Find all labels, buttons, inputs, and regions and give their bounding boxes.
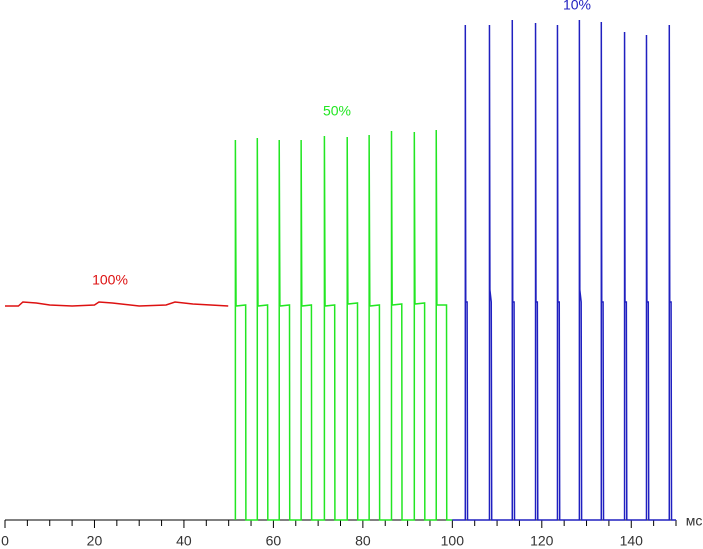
series-line xyxy=(452,19,676,521)
series-label: 50% xyxy=(323,103,351,119)
x-tick-label: 40 xyxy=(176,533,192,549)
series-label: 100% xyxy=(92,272,128,288)
x-tick-label: 0 xyxy=(1,533,9,549)
x-tick-label: 120 xyxy=(530,533,554,549)
x-axis-label: мс xyxy=(686,513,703,529)
series-line xyxy=(5,301,229,307)
x-tick-label: 140 xyxy=(620,533,644,549)
x-tick-label: 60 xyxy=(266,533,282,549)
series-label: 10% xyxy=(563,0,591,13)
x-tick-label: 100 xyxy=(441,533,465,549)
x-tick-label: 20 xyxy=(87,533,103,549)
series-line xyxy=(234,129,453,521)
x-tick-label: 80 xyxy=(355,533,371,549)
